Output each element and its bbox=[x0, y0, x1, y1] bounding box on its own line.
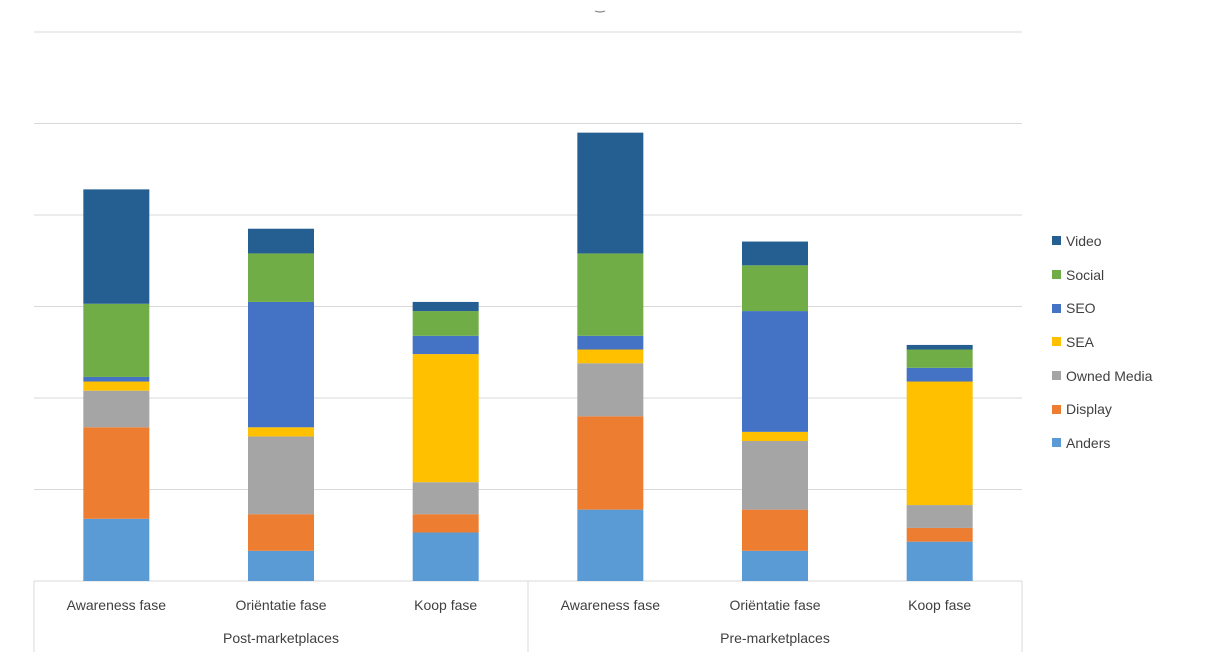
x-tick-label: Oriëntatie fase bbox=[729, 597, 820, 613]
legend-label: Social bbox=[1066, 266, 1105, 283]
x-tick-label: Awareness fase bbox=[67, 597, 167, 613]
bar-segment-seo bbox=[742, 311, 808, 432]
legend-item: Video bbox=[1052, 224, 1152, 258]
bar-segment-sea bbox=[906, 381, 973, 506]
legend-swatch bbox=[1052, 270, 1061, 280]
bar-segment-social bbox=[577, 253, 644, 336]
bar-segment-sea bbox=[742, 431, 808, 442]
legend-item: SEO bbox=[1052, 291, 1152, 325]
bar-segment-owned-media bbox=[248, 436, 314, 515]
legend-swatch bbox=[1052, 438, 1061, 448]
bar-segment-social bbox=[83, 303, 150, 377]
bar-segment-owned-media bbox=[577, 363, 644, 417]
bar-segment-owned-media bbox=[906, 505, 973, 528]
bar-segment-anders bbox=[83, 518, 150, 581]
bar-segment-social bbox=[412, 311, 479, 336]
bar-segment-social bbox=[742, 265, 808, 312]
legend-item: SEA bbox=[1052, 325, 1152, 359]
legend: Video Social SEO SEA Owned Media Display Ander… bbox=[1052, 224, 1152, 460]
x-tick-label: Oriëntatie fase bbox=[235, 597, 326, 613]
x-group-label: Post-marketplaces bbox=[223, 630, 339, 646]
bar-segment-owned-media bbox=[742, 441, 808, 510]
x-tick-label: Awareness fase bbox=[561, 597, 661, 613]
bar-segment-video bbox=[577, 132, 644, 254]
bar-segment-seo bbox=[83, 376, 150, 382]
bar-segment-sea bbox=[83, 381, 150, 391]
bar-segment-seo bbox=[412, 335, 479, 355]
legend-label: Owned Media bbox=[1066, 367, 1153, 384]
bar-segment-social bbox=[248, 253, 314, 302]
legend-item: Anders bbox=[1052, 426, 1152, 460]
bar-segment-owned-media bbox=[412, 482, 479, 515]
bar-segment-anders bbox=[906, 541, 973, 581]
legend-swatch bbox=[1052, 404, 1061, 414]
bar-segment-video bbox=[248, 228, 314, 254]
bar-segment-video bbox=[412, 301, 479, 312]
bar-segment-seo bbox=[906, 367, 973, 382]
bar-segment-display bbox=[742, 509, 808, 551]
bar-segment-seo bbox=[248, 301, 314, 428]
legend-swatch bbox=[1052, 236, 1061, 246]
bar-segment-display bbox=[577, 416, 644, 510]
legend-label: Video bbox=[1066, 232, 1102, 249]
bar-segment-anders bbox=[577, 509, 644, 581]
x-tick-label: Koop fase bbox=[414, 597, 477, 613]
chart-title-fragment bbox=[593, 0, 607, 14]
bar-segment-owned-media bbox=[83, 390, 150, 428]
bar-segment-video bbox=[83, 189, 150, 304]
bar-segment-anders bbox=[742, 550, 808, 581]
bar-segment-display bbox=[248, 514, 314, 551]
bar-segment-display bbox=[412, 514, 479, 533]
bar-segment-sea bbox=[412, 354, 479, 483]
bar-segment-video bbox=[906, 344, 973, 350]
legend-label: Display bbox=[1066, 401, 1112, 418]
bar-segment-video bbox=[742, 241, 808, 266]
bar-segment-display bbox=[83, 427, 150, 519]
bar-segment-sea bbox=[248, 427, 314, 437]
legend-swatch bbox=[1052, 303, 1061, 313]
legend-item: Social bbox=[1052, 258, 1152, 292]
bar-segment-social bbox=[906, 349, 973, 368]
legend-swatch bbox=[1052, 337, 1061, 347]
legend-item: Display bbox=[1052, 392, 1152, 426]
legend-label: Anders bbox=[1066, 434, 1111, 451]
x-group-label: Pre-marketplaces bbox=[720, 630, 830, 646]
legend-item: Owned Media bbox=[1052, 359, 1152, 393]
legend-swatch bbox=[1052, 371, 1061, 381]
x-tick-label: Koop fase bbox=[908, 597, 971, 613]
bar-segment-seo bbox=[577, 335, 644, 350]
bar-segment-display bbox=[906, 527, 973, 542]
bar-segment-anders bbox=[412, 532, 479, 581]
legend-label: SEA bbox=[1066, 333, 1095, 350]
bar-segment-sea bbox=[577, 349, 644, 364]
bar-segment-anders bbox=[248, 550, 314, 581]
legend-label: SEO bbox=[1066, 300, 1096, 317]
